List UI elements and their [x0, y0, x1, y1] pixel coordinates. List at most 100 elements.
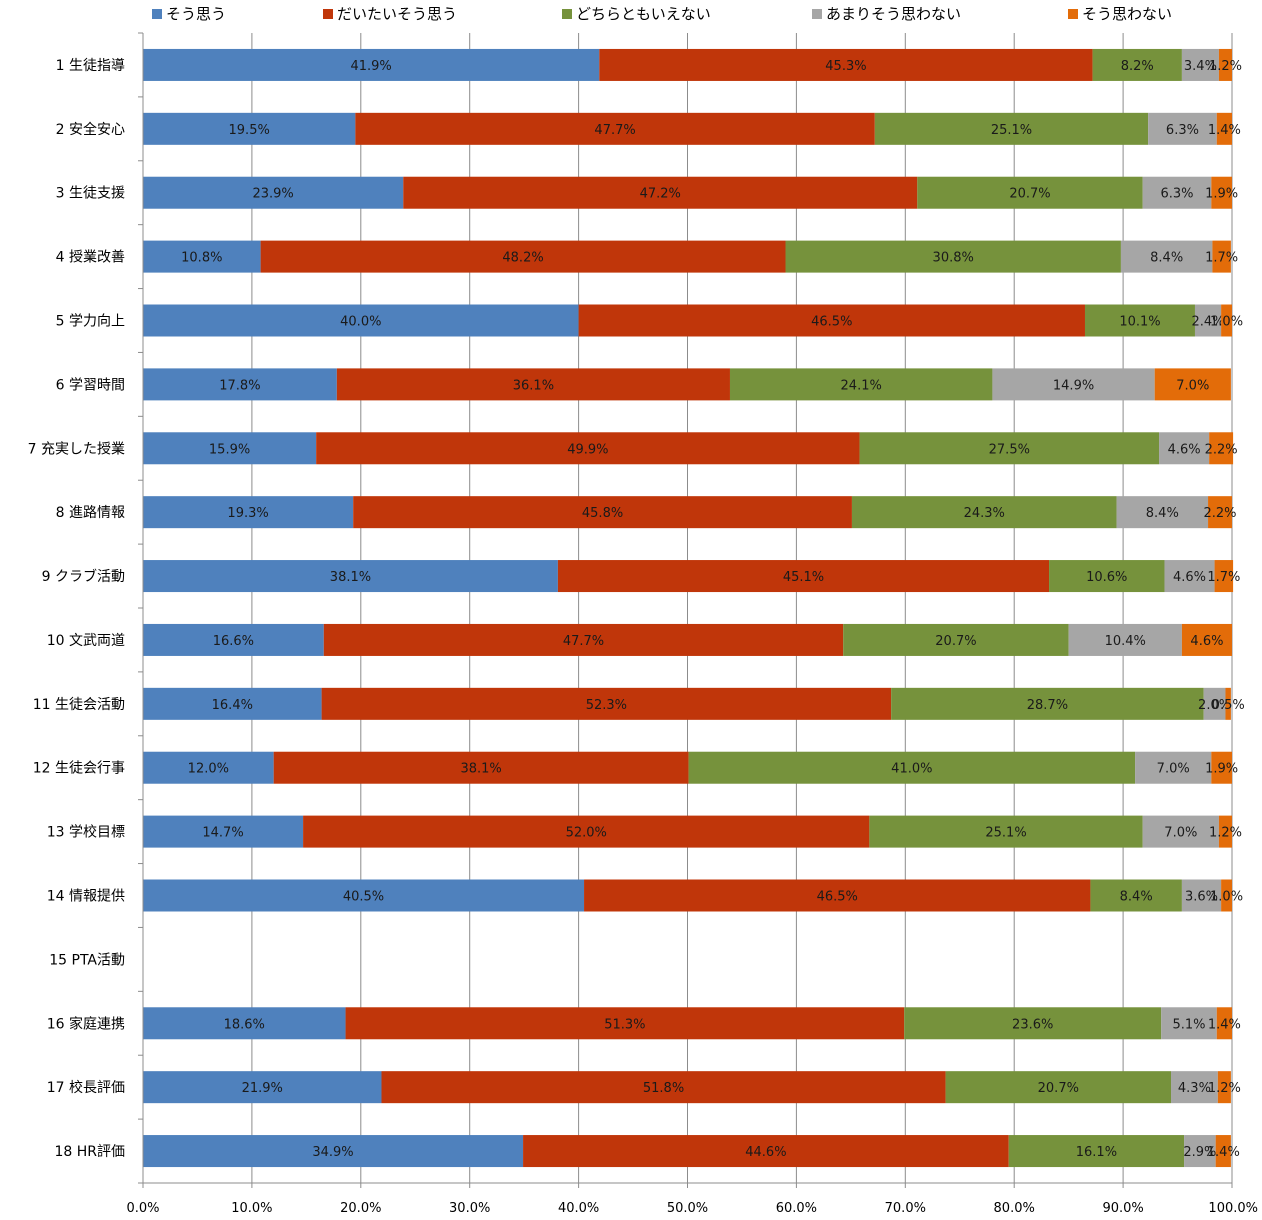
bar-segment [1216, 112, 1232, 145]
data-label: 47.7% [594, 123, 635, 138]
category-label: 2 安全安心 [56, 121, 125, 138]
bar-segment [143, 304, 579, 337]
data-label: 10.8% [181, 251, 222, 266]
data-label: 20.7% [935, 634, 976, 649]
data-label: 10.4% [1105, 634, 1146, 649]
x-tick-label: 50.0% [667, 1201, 708, 1216]
bar-segment [316, 432, 860, 465]
data-label: 40.5% [343, 890, 384, 905]
bar-segment [843, 623, 1069, 656]
bar-segment [523, 1135, 1009, 1168]
bar-segment [1212, 240, 1231, 273]
data-label: 23.6% [1012, 1017, 1053, 1032]
bar-segment [1214, 560, 1234, 593]
x-tick-label: 80.0% [994, 1201, 1035, 1216]
legend-swatch [323, 9, 333, 19]
category-label: 17 校長評価 [47, 1079, 125, 1096]
bar-segment [1049, 560, 1165, 593]
data-label: 30.8% [933, 251, 974, 266]
bar-segment [1148, 112, 1217, 145]
bars: 41.9% 45.3% 8.2% 3.4%1.2%19.5% 47.7% 25.1% 6.3… [143, 48, 1245, 1168]
data-label: 24.3% [964, 506, 1005, 521]
data-label: 52.3% [586, 698, 627, 713]
bar-segment [904, 1007, 1162, 1040]
data-label: 20.7% [1009, 187, 1050, 202]
data-label: 4.3% [1178, 1081, 1211, 1096]
data-label: 16.6% [213, 634, 254, 649]
legend-label: そう思う [166, 5, 226, 23]
bar-segment [1181, 623, 1232, 656]
data-label: 1.7% [1207, 570, 1240, 585]
data-label: 12.0% [188, 762, 229, 777]
bar-segment [1217, 1071, 1231, 1104]
data-label: 6.3% [1166, 123, 1199, 138]
data-label: 1.2% [1209, 59, 1242, 74]
data-label: 2.2% [1205, 442, 1238, 457]
bar-segment [143, 751, 274, 784]
data-label: 41.9% [350, 59, 391, 74]
category-label: 6 学習時間 [56, 377, 125, 393]
legend-label: あまりそう思わない [826, 5, 961, 23]
category-label: 3 生徒支援 [56, 186, 125, 202]
bar-segment [1159, 432, 1210, 465]
bar-segment [143, 496, 354, 529]
x-tick-label: 100.0% [1208, 1201, 1258, 1216]
category-label: 13 学校目標 [47, 824, 125, 841]
data-label: 17.8% [219, 378, 260, 393]
data-label: 45.1% [783, 570, 824, 585]
data-label: 38.1% [330, 570, 371, 585]
data-label: 1.7% [1205, 251, 1238, 266]
data-label: 1.4% [1208, 123, 1241, 138]
x-tick-label: 30.0% [449, 1201, 490, 1216]
data-label: 45.3% [825, 59, 866, 74]
data-label: 25.1% [985, 826, 1026, 841]
bar-segment [729, 368, 993, 401]
data-label: 3.4% [1184, 59, 1217, 74]
data-label: 25.1% [991, 123, 1032, 138]
bar-segment [1135, 751, 1212, 784]
data-label: 34.9% [312, 1145, 353, 1160]
data-label: 0.5% [1212, 698, 1245, 713]
x-tick-label: 0.0% [126, 1201, 159, 1216]
legend-swatch [562, 9, 572, 19]
bar-segment [1218, 48, 1232, 81]
bar-segment [143, 560, 558, 593]
data-label: 14.9% [1053, 378, 1094, 393]
bar-segment [1142, 176, 1212, 209]
data-label: 36.1% [513, 378, 554, 393]
bar-segment [1116, 496, 1209, 529]
data-label: 1.0% [1210, 315, 1243, 330]
category-label: 10 文武両道 [47, 633, 125, 649]
data-label: 44.6% [745, 1145, 786, 1160]
data-label: 3.6% [1185, 890, 1218, 905]
bar-segment [1171, 1071, 1218, 1104]
data-label: 5.1% [1172, 1017, 1205, 1032]
data-label: 4.6% [1168, 442, 1201, 457]
bar-segment [1211, 751, 1232, 784]
bar-segment [1194, 304, 1222, 337]
x-tick-label: 60.0% [776, 1201, 817, 1216]
data-label: 10.1% [1119, 315, 1160, 330]
legend-label: そう思わない [1082, 5, 1172, 23]
data-label: 24.1% [841, 378, 882, 393]
bar-segment [1208, 496, 1232, 529]
bar-segment [143, 687, 322, 720]
legend-swatch [812, 9, 822, 19]
data-label: 21.9% [242, 1081, 283, 1096]
data-label: 38.1% [460, 762, 501, 777]
data-label: 16.4% [212, 698, 253, 713]
bar-segment [143, 623, 324, 656]
x-tick-labels: 0.0% 10.0% 20.0% 30.0% 40.0% 50.0% 60.0% 70.0% 8… [126, 1201, 1258, 1216]
data-label: 1.4% [1208, 1017, 1241, 1032]
data-label: 1.0% [1210, 890, 1243, 905]
data-label: 4.6% [1173, 570, 1206, 585]
category-label: 5 学力向上 [56, 314, 125, 330]
bar-segment [1203, 687, 1226, 720]
bar-segment [1164, 560, 1215, 593]
x-tick-label: 40.0% [558, 1201, 599, 1216]
category-label: 9 クラブ活動 [42, 568, 125, 585]
bar-segment [945, 1071, 1172, 1104]
bar-segment [599, 48, 1093, 81]
bar-segment [874, 112, 1149, 145]
data-label: 1.4% [1207, 1145, 1240, 1160]
